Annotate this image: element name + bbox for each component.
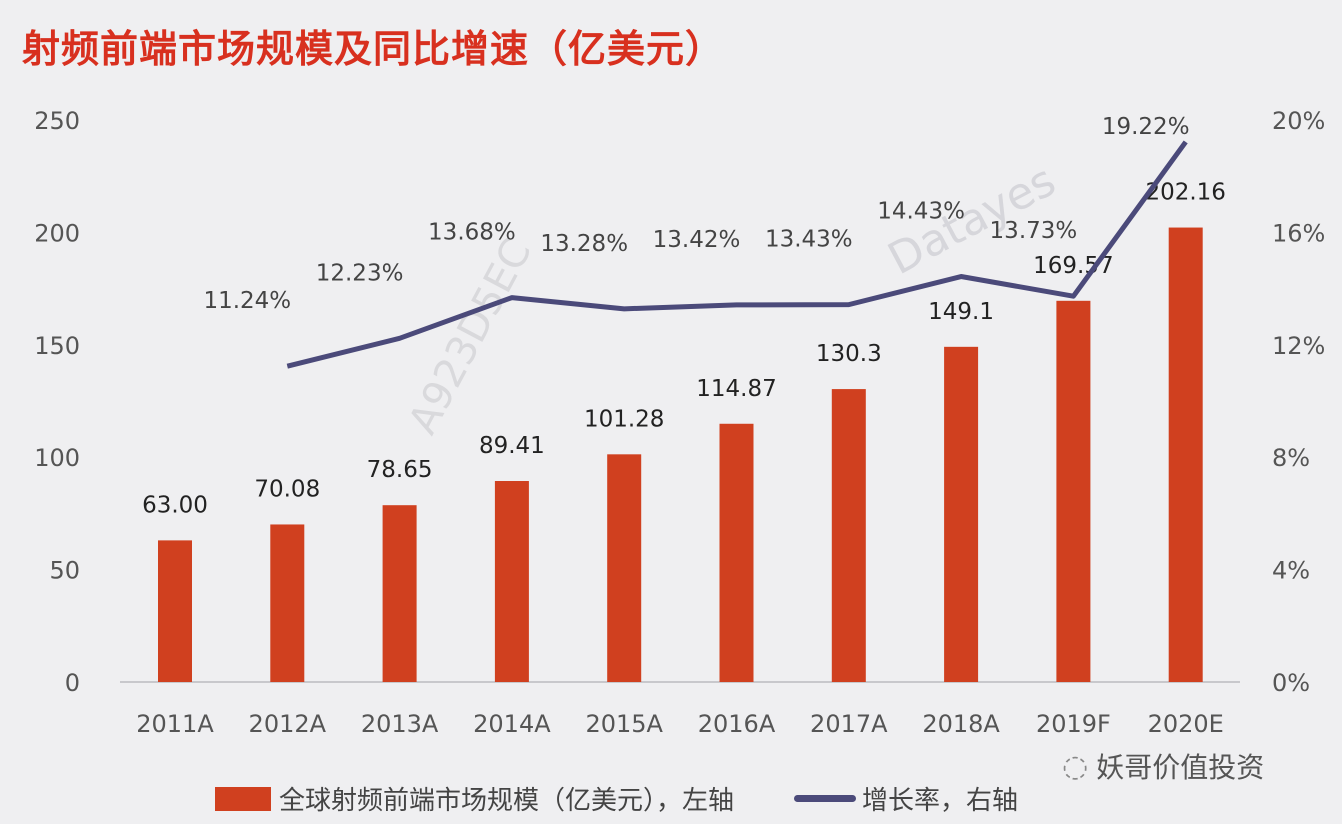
- bar: [1056, 300, 1091, 682]
- x-tick-label: 2016A: [698, 710, 776, 738]
- legend: 全球射频前端市场规模（亿美元），左轴 增长率，右轴: [215, 780, 1018, 817]
- legend-line-swatch: [794, 795, 857, 802]
- bar-data-label: 89.41: [479, 433, 545, 459]
- chart-title: 射频前端市场规模及同比增速（亿美元）: [22, 27, 725, 71]
- x-tick-label: 2019F: [1036, 710, 1111, 738]
- bar: [158, 540, 192, 682]
- x-tick-label: 2011A: [136, 710, 214, 738]
- left-tick-label: 150: [34, 332, 80, 360]
- x-tick-label: 2014A: [473, 710, 551, 738]
- bar-data-label: 78.65: [367, 457, 433, 483]
- right-tick-label: 0%: [1272, 669, 1310, 697]
- line-data-label: 13.28%: [540, 231, 628, 257]
- line-data-label: 13.68%: [428, 220, 516, 246]
- bar: [944, 346, 979, 682]
- x-tick-label: 2020E: [1148, 710, 1224, 738]
- bar-data-label: 101.28: [584, 406, 664, 432]
- legend-bar-label: 全球射频前端市场规模（亿美元），左轴: [279, 786, 735, 816]
- left-tick-label: 250: [34, 107, 80, 135]
- left-tick-label: 200: [34, 219, 80, 247]
- bar: [494, 481, 529, 682]
- bar: [270, 524, 305, 682]
- bar: [382, 505, 417, 682]
- bar-data-label: 130.3: [816, 341, 882, 367]
- wechat-icon: ◌: [1062, 748, 1089, 784]
- line-data-label: 12.23%: [316, 260, 404, 286]
- line-data-label: 13.42%: [653, 227, 741, 253]
- bar-data-label: 149.1: [928, 299, 994, 325]
- right-tick-label: 12%: [1272, 332, 1325, 360]
- left-tick-label: 50: [49, 557, 80, 585]
- right-tick-label: 20%: [1272, 107, 1325, 135]
- brand-label: 妖哥价值投资: [1096, 751, 1265, 784]
- x-tick-label: 2017A: [810, 710, 888, 738]
- x-tick-label: 2013A: [361, 710, 439, 738]
- line-data-label: 19.22%: [1102, 114, 1190, 140]
- x-tick-label: 2015A: [585, 710, 663, 738]
- line-data-label: 13.73%: [990, 218, 1078, 244]
- right-tick-label: 4%: [1272, 557, 1310, 585]
- line-data-label: 14.43%: [877, 199, 965, 225]
- legend-line-label: 增长率，右轴: [862, 786, 1019, 816]
- bar-data-label: 63.00: [142, 492, 208, 518]
- right-tick-label: 8%: [1272, 444, 1310, 472]
- line-data-label: 13.43%: [765, 227, 853, 253]
- legend-bar-swatch: [215, 786, 271, 811]
- bar: [1168, 227, 1203, 683]
- line-data-label: 11.24%: [203, 288, 291, 314]
- bar-data-label: 202.16: [1145, 180, 1225, 206]
- bar: [607, 454, 642, 682]
- left-tick-label: 0: [65, 669, 80, 697]
- right-tick-label: 16%: [1272, 219, 1325, 247]
- x-tick-label: 2012A: [249, 710, 327, 738]
- bar: [831, 389, 866, 682]
- brand: ◌ 妖哥价值投资: [1062, 746, 1264, 786]
- bar: [719, 423, 754, 682]
- left-tick-label: 100: [34, 444, 80, 472]
- bar-data-label: 70.08: [254, 476, 320, 502]
- x-tick-label: 2018A: [922, 710, 1000, 738]
- bar-data-label: 114.87: [696, 376, 776, 402]
